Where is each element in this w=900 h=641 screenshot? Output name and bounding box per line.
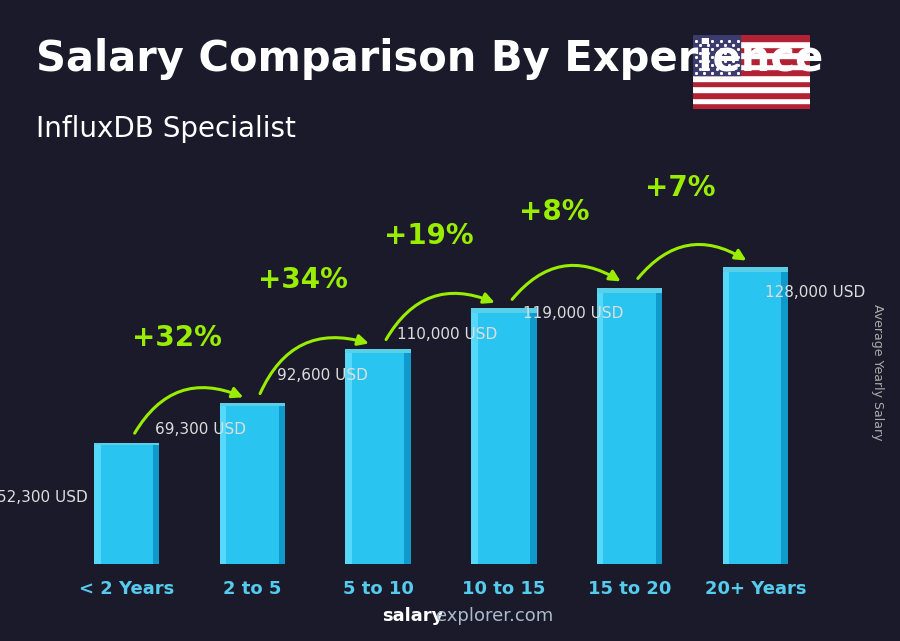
Text: +34%: +34%	[257, 266, 347, 294]
Bar	[693, 41, 810, 47]
Text: InfluxDB Specialist: InfluxDB Specialist	[36, 115, 296, 144]
Text: 119,000 USD: 119,000 USD	[523, 306, 624, 321]
Bar	[279, 403, 285, 564]
Text: +19%: +19%	[383, 222, 473, 251]
Text: 69,300 USD: 69,300 USD	[155, 422, 246, 437]
Text: explorer.com: explorer.com	[436, 607, 553, 625]
Bar	[472, 308, 536, 313]
Bar	[94, 442, 101, 564]
Bar	[693, 81, 810, 87]
Bar	[153, 442, 159, 564]
Bar	[220, 403, 285, 406]
Text: 128,000 USD: 128,000 USD	[765, 285, 866, 300]
Bar	[472, 308, 536, 564]
Bar	[693, 97, 810, 103]
Text: 52,300 USD: 52,300 USD	[0, 490, 87, 504]
Bar	[530, 308, 536, 564]
Bar	[693, 53, 810, 58]
Bar	[597, 288, 662, 292]
Bar	[693, 103, 810, 109]
Text: salary: salary	[382, 607, 444, 625]
Bar	[723, 267, 788, 564]
Bar	[346, 349, 410, 353]
Bar	[693, 63, 810, 69]
Bar	[693, 35, 810, 41]
Bar	[723, 267, 729, 564]
Bar	[94, 442, 159, 445]
Text: 92,600 USD: 92,600 USD	[277, 367, 368, 383]
Text: +8%: +8%	[519, 198, 590, 226]
Bar	[693, 75, 810, 81]
Text: Average Yearly Salary: Average Yearly Salary	[871, 304, 884, 440]
Bar	[346, 349, 352, 564]
Text: +7%: +7%	[644, 174, 716, 201]
Text: Salary Comparison By Experience: Salary Comparison By Experience	[36, 38, 824, 81]
Bar	[781, 267, 788, 564]
Bar	[220, 403, 226, 564]
Bar	[94, 442, 159, 564]
Bar	[597, 288, 662, 564]
Bar	[346, 349, 410, 564]
Bar	[597, 288, 603, 564]
Bar	[472, 308, 478, 564]
Bar	[693, 35, 740, 75]
Bar	[723, 267, 788, 272]
Text: 110,000 USD: 110,000 USD	[397, 327, 498, 342]
Bar	[404, 349, 410, 564]
Bar	[693, 58, 810, 63]
Bar	[693, 92, 810, 97]
Bar	[693, 87, 810, 92]
Bar	[220, 403, 285, 564]
Text: +32%: +32%	[132, 324, 222, 352]
Bar	[656, 288, 662, 564]
Bar	[693, 69, 810, 75]
Bar	[693, 47, 810, 53]
